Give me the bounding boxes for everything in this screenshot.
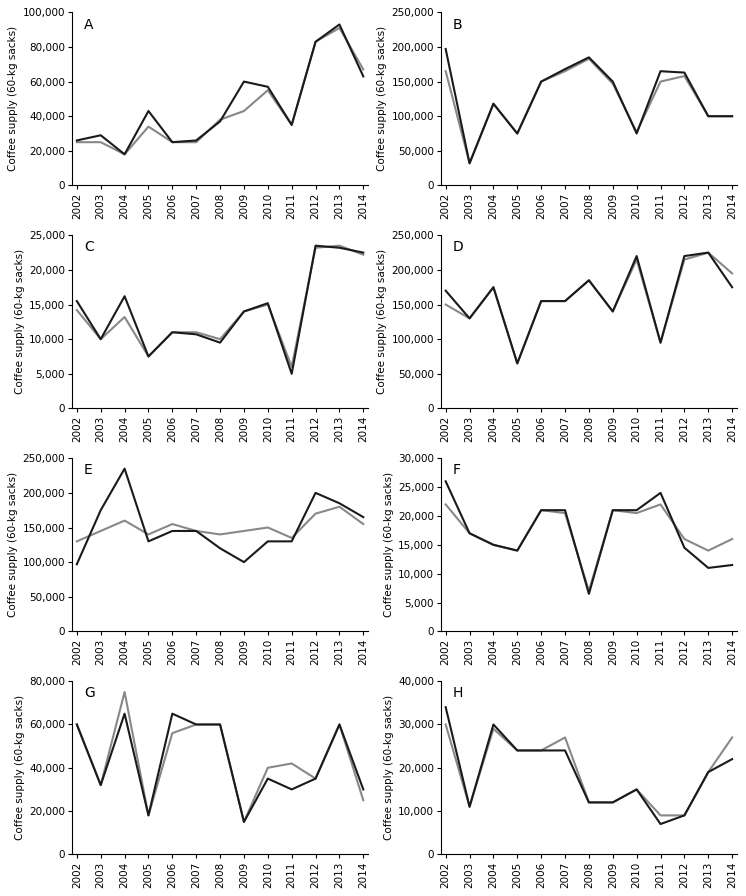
Text: A: A	[84, 18, 93, 31]
Text: E: E	[84, 463, 93, 478]
Text: G: G	[84, 686, 95, 701]
Y-axis label: Coffee supply (60-kg sacks): Coffee supply (60-kg sacks)	[377, 249, 387, 394]
Text: D: D	[453, 240, 463, 254]
Text: B: B	[453, 18, 463, 31]
Y-axis label: Coffee supply (60-kg sacks): Coffee supply (60-kg sacks)	[8, 472, 19, 617]
Y-axis label: Coffee supply (60-kg sacks): Coffee supply (60-kg sacks)	[15, 249, 25, 394]
Text: F: F	[453, 463, 461, 478]
Y-axis label: Coffee supply (60-kg sacks): Coffee supply (60-kg sacks)	[15, 695, 25, 840]
Y-axis label: Coffee supply (60-kg sacks): Coffee supply (60-kg sacks)	[383, 472, 394, 617]
Text: H: H	[453, 686, 463, 701]
Y-axis label: Coffee supply (60-kg sacks): Coffee supply (60-kg sacks)	[377, 26, 387, 171]
Text: C: C	[84, 240, 94, 254]
Y-axis label: Coffee supply (60-kg sacks): Coffee supply (60-kg sacks)	[383, 695, 394, 840]
Y-axis label: Coffee supply (60-kg sacks): Coffee supply (60-kg sacks)	[8, 26, 19, 171]
